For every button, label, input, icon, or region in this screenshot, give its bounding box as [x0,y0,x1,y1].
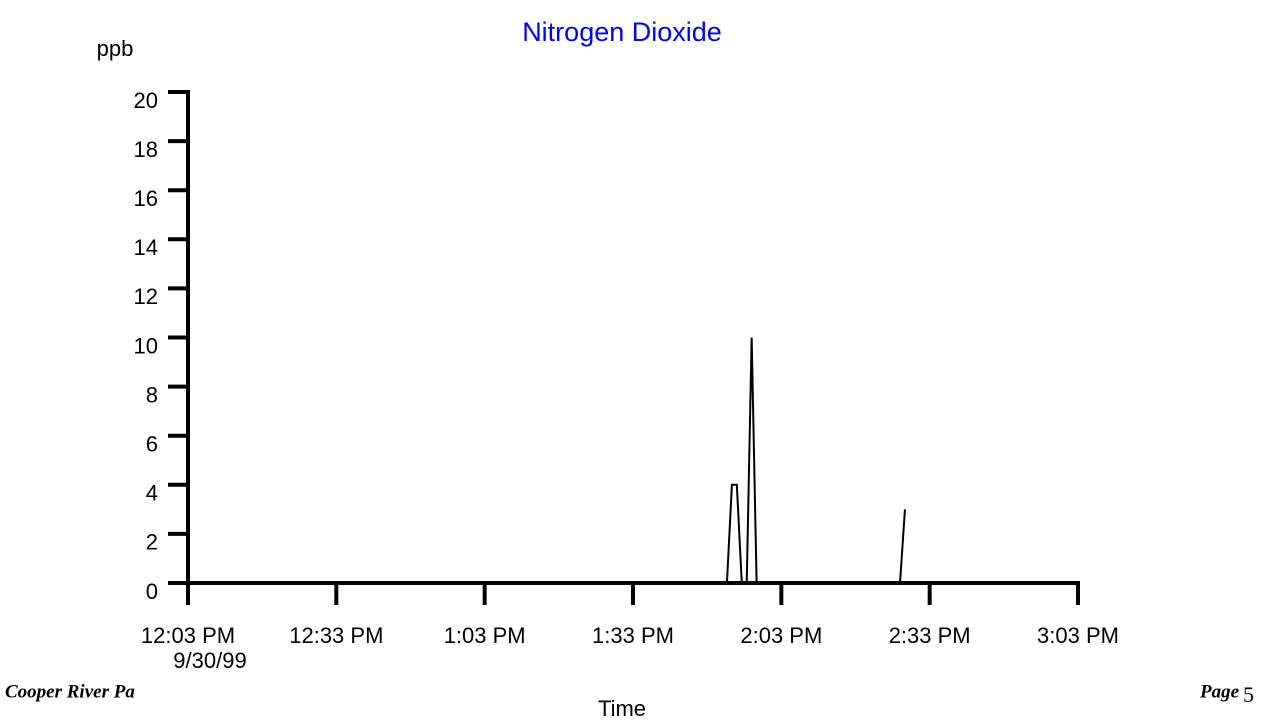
x-tick-label: 12:33 PM [289,623,383,648]
x-tick-label: 1:03 PM [444,623,526,648]
y-tick-label: 20 [134,88,158,113]
x-tick-label: 1:33 PM [592,623,674,648]
y-axis-label: ppb [97,36,134,61]
x-tick-label: 2:03 PM [740,623,822,648]
chart-title: Nitrogen Dioxide [522,17,722,47]
y-tick-label: 18 [134,137,158,162]
footer-page-label: Page [1199,681,1240,702]
y-tick-label: 16 [134,186,158,211]
y-tick-label: 8 [146,382,158,407]
y-tick-label: 2 [146,530,158,555]
footer-page-number: 5 [1243,682,1254,707]
x-tick-label: 3:03 PM [1037,623,1119,648]
y-tick-label: 6 [146,432,158,457]
footer-left: Cooper River Pa [5,681,135,702]
x-tick-label: 12:03 PM [141,623,235,648]
y-tick-label: 14 [134,235,158,260]
data-line [188,337,906,584]
y-tick-label: 4 [146,481,158,506]
x-axis-label: Time [598,696,646,721]
x-tick-label: 2:33 PM [889,623,971,648]
y-tick-label: 0 [146,579,158,604]
date-label: 9/30/99 [173,648,246,673]
y-tick-label: 10 [134,333,158,358]
y-tick-label: 12 [134,284,158,309]
